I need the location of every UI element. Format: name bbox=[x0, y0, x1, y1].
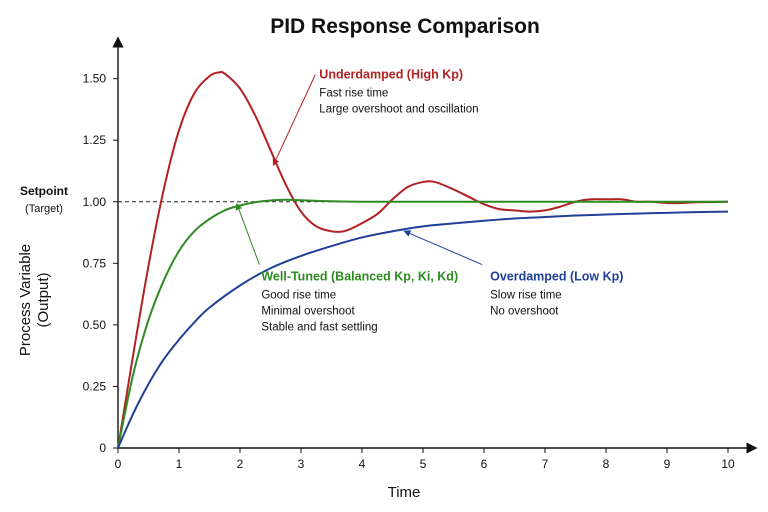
series-overdamped-annotation: Overdamped (Low Kp) Slow rise time No over… bbox=[403, 230, 623, 318]
y-axis-label-line-2: (Output) bbox=[35, 272, 52, 327]
x-tick-label: 4 bbox=[359, 457, 366, 471]
series-overdamped-annotation-line: Slow rise time bbox=[490, 290, 562, 302]
series-well-tuned-annotation-line: Good rise time bbox=[261, 290, 336, 302]
y-tick-label: 0 bbox=[99, 441, 106, 455]
series-well-tuned-line bbox=[117, 198, 728, 449]
x-tick-label: 0 bbox=[115, 457, 122, 471]
series-well-tuned-annotation: Well-Tuned (Balanced Kp, Ki, Kd) Good ris… bbox=[235, 202, 458, 334]
x-ticks: 0 1 2 3 4 5 6 7 8 9 10 bbox=[115, 448, 735, 471]
annotations: Underdamped (High Kp) Fast rise time Large… bbox=[235, 68, 623, 334]
series-underdamped-annotation: Underdamped (High Kp) Fast rise time Large… bbox=[272, 68, 478, 167]
y-tick-label: 0.75 bbox=[83, 256, 107, 270]
series-well-tuned-annotation-arrow bbox=[235, 202, 260, 265]
series-overdamped-annotation-title: Overdamped (Low Kp) bbox=[490, 270, 623, 284]
x-tick-label: 3 bbox=[298, 457, 305, 471]
setpoint-label: Setpoint bbox=[20, 184, 68, 198]
y-ticks: 0 0.25 0.50 0.75 1.00 1.25 1.50 bbox=[83, 72, 118, 455]
x-tick-label: 7 bbox=[542, 457, 549, 471]
series-well-tuned-annotation-line: Minimal overshoot bbox=[261, 306, 355, 318]
series-underdamped-annotation-line: Fast rise time bbox=[319, 88, 388, 100]
x-tick-label: 1 bbox=[176, 457, 183, 471]
x-tick-label: 10 bbox=[721, 457, 735, 471]
chart-title: PID Response Comparison bbox=[270, 15, 540, 38]
series-overdamped-annotation-arrow bbox=[403, 230, 483, 266]
y-tick-label: 1.00 bbox=[83, 195, 107, 209]
series-underdamped-annotation-line: Large overshoot and oscillation bbox=[319, 104, 478, 116]
series-overdamped-line bbox=[117, 210, 729, 449]
x-tick-label: 8 bbox=[603, 457, 610, 471]
x-tick-label: 5 bbox=[420, 457, 427, 471]
y-axis-label-line-1: Process Variable bbox=[17, 244, 34, 356]
setpoint-sublabel: (Target) bbox=[25, 203, 63, 215]
series-lines bbox=[117, 70, 729, 449]
y-tick-label: 0.25 bbox=[83, 379, 107, 393]
x-tick-label: 6 bbox=[481, 457, 488, 471]
series-underdamped-annotation-arrow bbox=[272, 74, 316, 167]
series-overdamped-annotation-line: No overshoot bbox=[490, 306, 559, 318]
series-well-tuned-annotation-line: Stable and fast settling bbox=[261, 322, 377, 334]
series-underdamped-line bbox=[117, 70, 729, 449]
x-tick-label: 2 bbox=[237, 457, 244, 471]
x-axis-label: Time bbox=[388, 484, 421, 501]
y-axis-label: Process Variable (Output) bbox=[17, 244, 52, 356]
x-tick-label: 9 bbox=[664, 457, 671, 471]
series-underdamped-annotation-title: Underdamped (High Kp) bbox=[319, 68, 463, 82]
y-tick-label: 1.50 bbox=[83, 72, 107, 86]
series-well-tuned-annotation-title: Well-Tuned (Balanced Kp, Ki, Kd) bbox=[261, 270, 458, 284]
y-tick-label: 1.25 bbox=[83, 133, 107, 147]
axes bbox=[112, 36, 758, 454]
y-tick-label: 0.50 bbox=[83, 318, 107, 332]
